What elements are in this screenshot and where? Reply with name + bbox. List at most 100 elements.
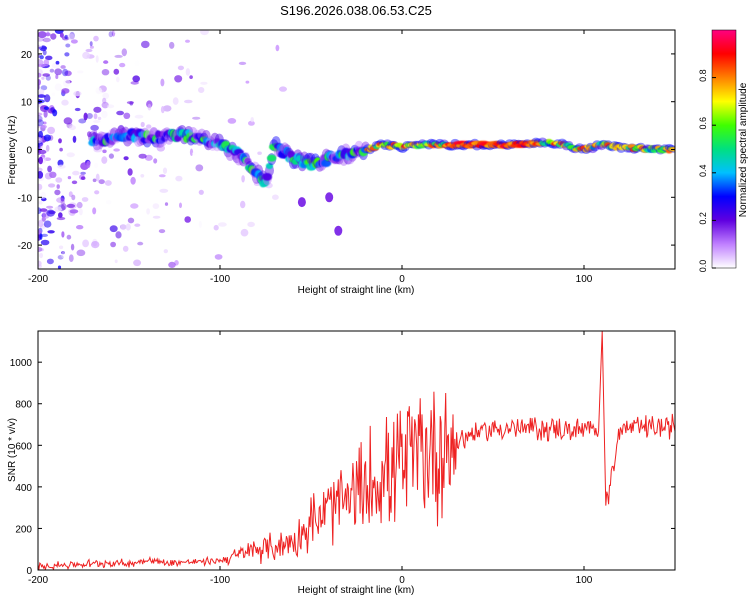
spectrogram-noise-blob [70, 39, 78, 44]
spectrogram-noise-blob [82, 51, 90, 60]
spectrogram-noise-blob [47, 230, 55, 234]
spectrogram-noise-blob [134, 114, 144, 119]
spectrogram-noise-blob [132, 75, 140, 83]
spectrogram-noise-blob [93, 120, 101, 123]
spectrogram-noise-blob [59, 32, 64, 38]
spectrogram-noise-blob [109, 225, 118, 233]
colorbar-tick-label: 0.0 [698, 260, 708, 273]
spectrogram-noise-blob [169, 41, 175, 49]
spectrogram-noise-blob [114, 259, 118, 264]
spectrogram-noise-blob [38, 37, 44, 42]
spectrogram-noise-blob [76, 201, 83, 209]
spectrogram-noise-blob [38, 260, 42, 267]
spectrogram-noise-blob [127, 168, 133, 176]
spectrogram-noise-blob [56, 197, 65, 203]
spectrogram-noise-blob [140, 174, 145, 178]
spectrogram-noise-blob [153, 158, 158, 164]
spectrogram-noise-blob [192, 116, 201, 120]
spectrogram-x-tick-label: 100 [576, 274, 593, 285]
spectrogram-x-tick-label: -100 [210, 274, 230, 285]
spectrogram-noise-blob [38, 31, 47, 39]
spectrogram-y-axis-label: Frequency (Hz) [7, 116, 18, 185]
spectrogram-noise-blob [130, 176, 136, 185]
spectrogram-noise-blob [54, 189, 61, 196]
spectrogram-noise-blob [115, 231, 122, 239]
spectrogram-noise-blob [64, 70, 72, 77]
spectrogram-noise-blob [56, 216, 66, 221]
spectrogram-noise-blob [205, 96, 209, 101]
spectrogram-noise-blob [248, 120, 255, 126]
spectrogram-noise-blob [58, 212, 63, 219]
spectrogram-noise-blob [42, 73, 51, 77]
spectrogram-noise-blob [120, 223, 128, 232]
spectrogram-noise-blob [119, 224, 127, 230]
spectrogram-noise-blob [95, 55, 99, 63]
spectrogram-noise-blob [147, 103, 152, 111]
spectrogram-noise-blob [185, 39, 190, 43]
spectrogram-noise-blob [92, 178, 97, 183]
colorbar-ticks: 0.0 0.2 0.4 0.6 0.8 [698, 69, 716, 272]
spectrogram-noise-blob [61, 251, 65, 255]
spectrogram-noise-blob [103, 60, 109, 64]
spectrogram-noise-blob [214, 254, 223, 260]
spectrogram-noise-blob [240, 200, 246, 209]
spectrogram-noise-blob [89, 45, 94, 49]
spectrogram-noise-blob [38, 246, 43, 253]
spectrogram-noise-blob [200, 30, 209, 36]
spectrogram-noise-blob [59, 245, 64, 250]
spectrogram-noise-blob [126, 101, 135, 105]
colorbar-tick-label: 0.6 [698, 117, 708, 130]
spectrogram-noise-blob [71, 194, 76, 201]
spectrogram-noise-blob [102, 149, 107, 154]
spectrogram-noise-blob [114, 54, 123, 58]
spectrogram-noise-blob [192, 152, 197, 156]
spectrogram-noise-blob [164, 202, 169, 206]
spectrogram-noise-blob [79, 208, 83, 216]
spectrogram-noise-blob [38, 54, 41, 59]
spectrogram-y-tick-label: 0 [26, 146, 32, 157]
snr-y-tick-label: 200 [15, 524, 32, 535]
spectrogram-noise-blob [92, 207, 97, 215]
spectrogram-noise-blob [179, 202, 182, 209]
spectrogram-noise-blob [38, 200, 43, 205]
spectrogram-noise-blob [213, 224, 219, 231]
snr-y-tick-label: 0 [26, 566, 32, 577]
spectrogram-noise-blob [150, 128, 157, 132]
spectrogram-noise-blob [61, 88, 70, 94]
spectrogram-noise-blob [63, 117, 73, 125]
spectrogram-noise-blob [60, 195, 65, 202]
spectrogram-noise-blob [198, 220, 202, 228]
spectrogram-noise-blob [93, 113, 98, 120]
spectrogram-side-blob [334, 225, 343, 236]
spectrogram-side-blob [297, 197, 306, 208]
spectrogram-noise-blob [38, 124, 41, 128]
spectrogram-noise-blob [113, 30, 117, 33]
spectrogram-noise-blob [61, 203, 67, 211]
spectrogram-noise-blob [39, 252, 43, 259]
spectrogram-noise-blob [97, 116, 102, 121]
spectrogram-y-tick-label: 10 [21, 98, 33, 109]
spectrogram-noise-blob [61, 231, 65, 238]
spectrogram-noise-blob [125, 223, 131, 231]
spectrogram-ridge-core [276, 143, 285, 152]
spectrogram-noise-blob [113, 68, 120, 75]
spectrogram-noise-blob [185, 68, 191, 76]
spectrogram-noise-blob [57, 254, 64, 260]
spectrogram-noise-blob [144, 154, 153, 161]
spectrogram-noise-blob [38, 45, 41, 51]
spectrogram-noise-blob [38, 63, 46, 68]
spectrogram-noise-blob [247, 221, 255, 228]
spectrogram-noise-blob [43, 121, 47, 125]
spectrogram-noise-blob [66, 152, 75, 158]
spectrogram-noise-blob [76, 249, 86, 257]
spectrogram-noise-blob [189, 75, 193, 79]
spectrogram-noise-blob [275, 44, 280, 52]
spectrogram-noise-blob [73, 91, 82, 97]
spectrogram-noise-blob [44, 172, 53, 180]
colorbar-label: Normalized spectral amplitude [738, 82, 749, 217]
spectrogram-noise-blob [117, 124, 125, 133]
spectrogram-x-axis-label: Height of straight line (km) [298, 285, 415, 296]
spectrogram-ridge-core [174, 134, 182, 142]
spectrogram-noise-blob [40, 233, 49, 237]
spectrogram-noise-blob [146, 124, 152, 129]
